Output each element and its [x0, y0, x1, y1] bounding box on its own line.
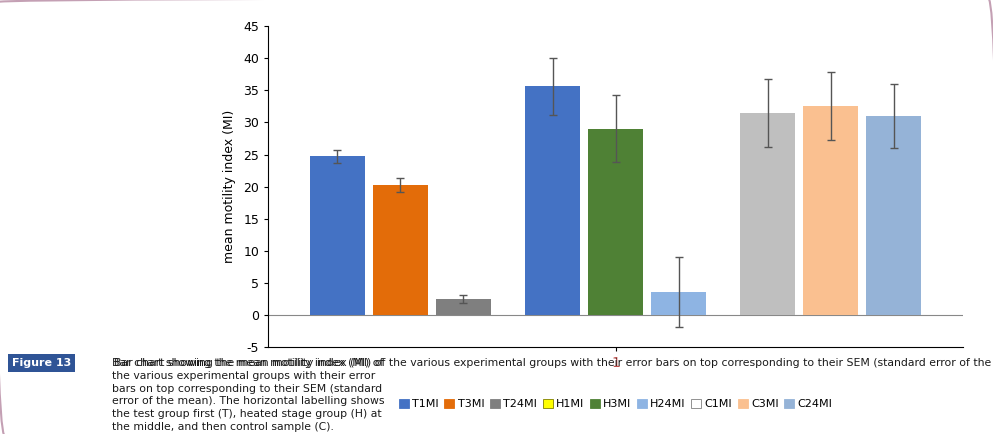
Bar	[741, 113, 795, 315]
Bar	[867, 116, 922, 315]
Legend: T1MI, T3MI, T24MI, H1MI, H3MI, H24MI, C1MI, C3MI, C24MI: T1MI, T3MI, T24MI, H1MI, H3MI, H24MI, C1…	[394, 395, 837, 414]
Bar	[651, 292, 706, 315]
Bar	[436, 299, 491, 315]
Bar	[525, 86, 580, 315]
Text: Figure 13: Figure 13	[12, 358, 71, 368]
Bar	[310, 156, 364, 315]
Text: Bar chart showing the mean motility index (MI) of
the various experimental group: Bar chart showing the mean motility inde…	[112, 358, 384, 432]
Bar	[373, 185, 428, 315]
Y-axis label: mean motility index (MI): mean motility index (MI)	[223, 110, 236, 263]
Text: Bar chart showing the mean motility index (MI) of the various experimental group: Bar chart showing the mean motility inde…	[114, 358, 993, 368]
Bar	[803, 106, 858, 315]
Bar	[588, 129, 643, 315]
